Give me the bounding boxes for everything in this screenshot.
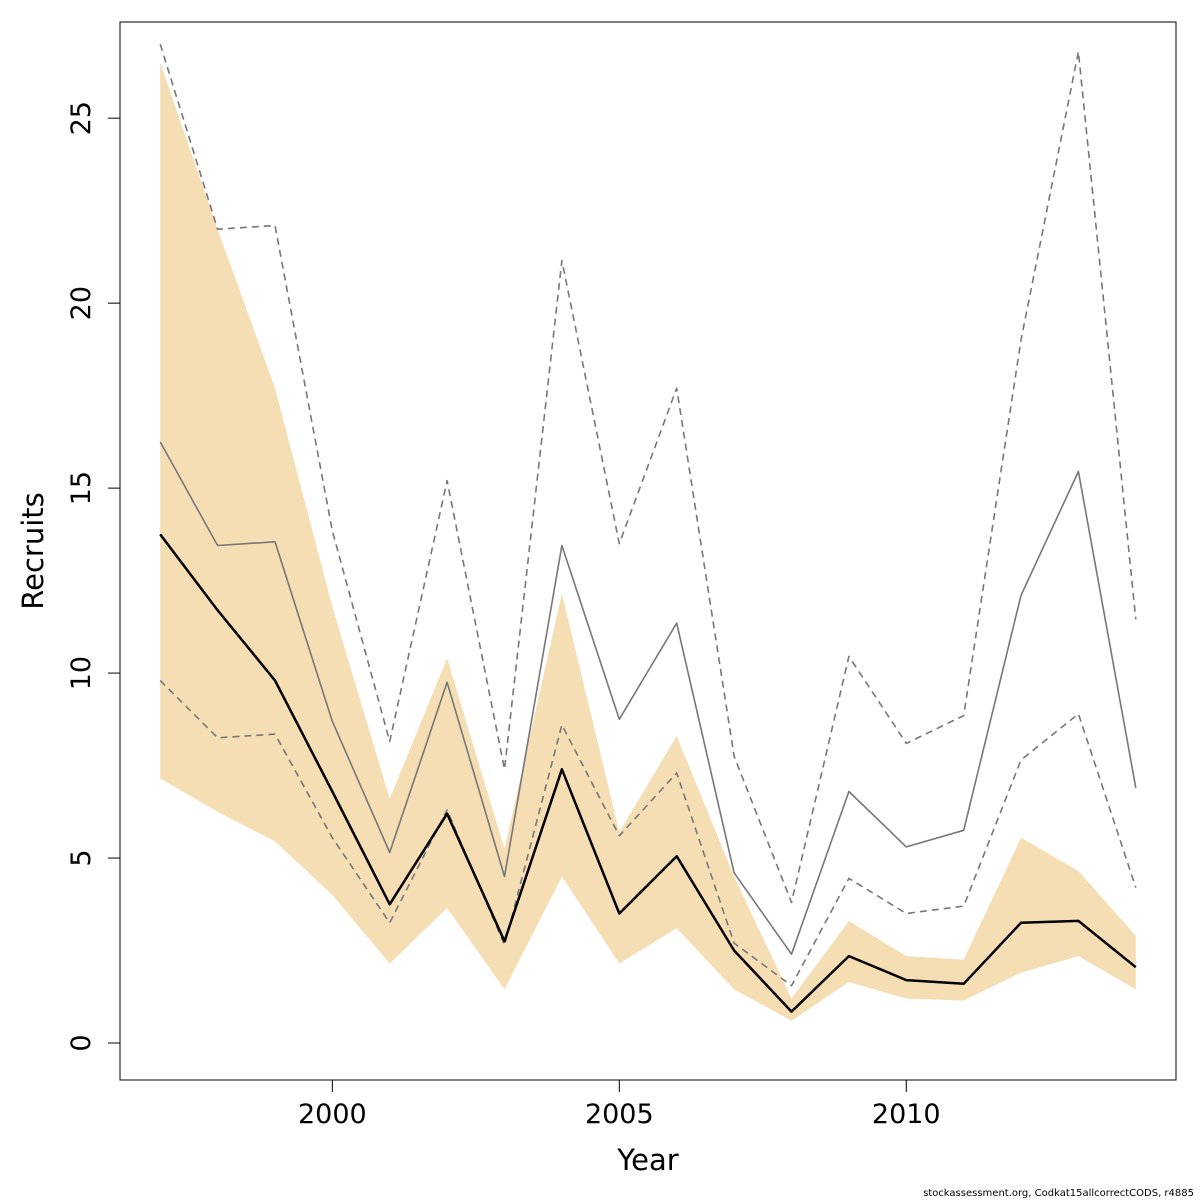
y-tick-label: 25 (66, 101, 97, 135)
series-line-alternative-upper (159, 43, 1137, 904)
x-tick-label: 2010 (872, 1099, 941, 1130)
axis-layer: 2000 2005 2010 0 5 10 15 20 25 (66, 101, 941, 1130)
series-layer (159, 43, 1137, 1013)
series-line-alternative (159, 441, 1137, 956)
x-axis-title: Year (616, 1143, 678, 1177)
x-tick-label: 2000 (298, 1099, 367, 1130)
y-tick-label: 20 (66, 286, 97, 320)
credit-footnote: stockassessment.org, Codkat15allcorrectC… (923, 1188, 1194, 1199)
confidence-band-layer (160, 62, 1136, 1021)
series-line-estimate (159, 533, 1137, 1013)
confidence-band (160, 62, 1136, 1021)
y-tick-label: 5 (66, 849, 97, 866)
y-tick-label: 10 (66, 656, 97, 690)
x-tick-label: 2005 (585, 1099, 654, 1130)
y-tick-label: 0 (66, 1034, 97, 1051)
y-tick-label: 15 (66, 471, 97, 505)
y-axis-title: Recruits (16, 492, 50, 609)
